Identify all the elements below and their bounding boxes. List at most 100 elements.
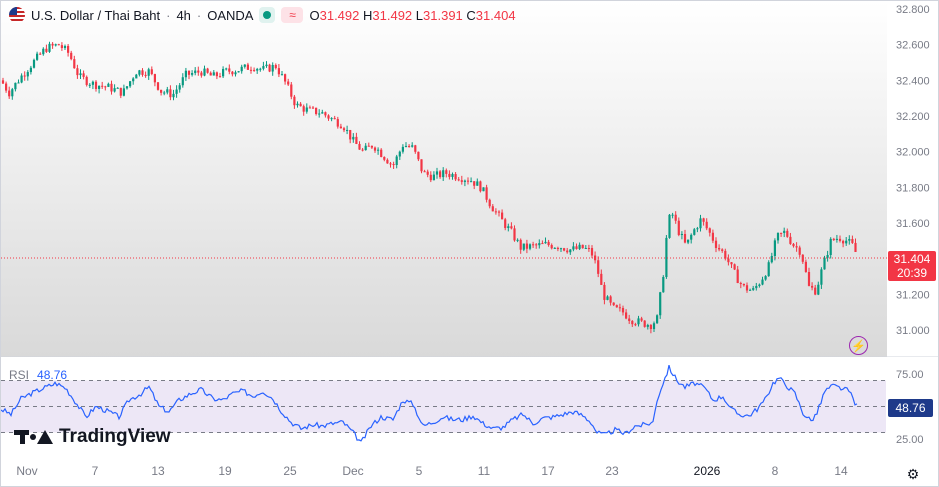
candle-body — [321, 112, 324, 114]
candle-body — [680, 233, 683, 235]
candle-body — [621, 307, 625, 313]
candle-body — [311, 107, 315, 109]
interval-label[interactable]: 4h — [176, 7, 191, 23]
candle-body — [60, 45, 63, 49]
candle-body — [222, 68, 225, 77]
rsi-chart[interactable]: 75.00 25.00 — [1, 359, 938, 459]
candle-body — [284, 74, 287, 82]
candle-body — [528, 244, 532, 249]
candle-body — [556, 247, 559, 249]
time-tick-label: 7 — [92, 464, 99, 478]
candle-body — [119, 87, 122, 96]
candle-body — [439, 171, 442, 178]
candle-body — [163, 92, 166, 94]
candle-body — [147, 69, 150, 76]
candle-body — [237, 71, 240, 73]
candle-body — [854, 242, 857, 252]
candle-body — [532, 244, 535, 246]
candle-body — [742, 283, 745, 286]
candle-body — [711, 232, 714, 241]
candle-body — [166, 89, 169, 93]
candle-body — [640, 318, 643, 321]
candle-body — [11, 89, 14, 97]
candle-body — [200, 72, 203, 76]
time-tick-label: 19 — [218, 464, 232, 478]
price-tick-label: 32.400 — [896, 75, 930, 87]
candle-body — [628, 318, 631, 321]
candle-body — [187, 70, 191, 75]
candle-body — [637, 318, 640, 325]
low-value: 31.391 — [423, 7, 463, 23]
bar-countdown: 20:39 — [896, 266, 928, 280]
candle-body — [315, 107, 318, 114]
candle-body — [755, 285, 758, 289]
candle-body — [823, 257, 826, 270]
candle-body — [302, 106, 305, 112]
candle-body — [274, 64, 277, 69]
candle-body — [693, 229, 696, 235]
candle-body — [256, 68, 259, 71]
rsi-tick-label: 25.00 — [896, 434, 924, 446]
candle-body — [386, 159, 389, 164]
candle-body — [687, 239, 690, 243]
last-price: 31.404 — [893, 252, 931, 266]
brand-name: TradingView — [59, 426, 171, 447]
candle-body — [144, 74, 147, 76]
lightning-icon[interactable]: ⚡ — [849, 336, 868, 355]
candle-body — [125, 86, 129, 89]
gear-icon[interactable]: ⚙ — [906, 466, 920, 482]
price-axis-background — [887, 1, 938, 357]
candle-body — [296, 103, 299, 106]
candle-body — [364, 145, 367, 151]
candle-body — [435, 171, 439, 175]
candle-body — [88, 84, 91, 86]
market-status-icon[interactable] — [259, 7, 276, 23]
candle-body — [153, 74, 156, 83]
candle-body — [355, 136, 358, 144]
close-label: C — [466, 7, 476, 23]
candle-body — [795, 246, 798, 248]
chart-legend: U.S. Dollar / Thai Baht · 4h · OANDA ≈ O… — [9, 7, 516, 23]
candle-body — [132, 78, 135, 82]
candle-body — [181, 77, 184, 86]
wave-icon[interactable]: ≈ — [281, 7, 304, 23]
candle-body — [76, 68, 79, 76]
candle-body — [584, 247, 587, 249]
candle-body — [408, 145, 411, 147]
price-tick-label: 32.800 — [896, 4, 930, 16]
candles — [1, 41, 857, 334]
candle-body — [26, 72, 29, 77]
candle-body — [525, 243, 528, 249]
price-chart[interactable]: 32.800 32.600 32.400 32.200 32.000 31.800 31.6… — [1, 1, 938, 357]
candle-body — [308, 107, 311, 109]
candle-body — [367, 145, 370, 147]
candle-body — [696, 228, 699, 230]
candle-body — [702, 218, 705, 222]
candle-body — [792, 243, 795, 247]
candle-body — [668, 214, 671, 238]
candle-body — [563, 248, 566, 251]
candle-body — [141, 70, 144, 75]
candle-body — [277, 68, 280, 75]
candle-body — [420, 159, 423, 172]
candle-body — [714, 240, 718, 248]
candle-body — [510, 226, 513, 229]
candle-body — [479, 181, 482, 192]
candle-body — [634, 324, 637, 326]
candle-body — [445, 170, 448, 174]
time-axis[interactable]: Nov 7 13 19 25 Dec 5 11 17 23 2026 8 14 — [1, 460, 938, 486]
candle-body — [690, 234, 693, 240]
rsi-label[interactable]: RSI — [9, 368, 30, 382]
candle-body — [209, 72, 212, 76]
open-value: 31.492 — [319, 7, 360, 23]
candle-body — [234, 72, 237, 75]
candle-body — [98, 85, 101, 89]
candle-body — [135, 74, 138, 79]
candle-body — [745, 285, 749, 291]
symbol-name[interactable]: U.S. Dollar / Thai Baht — [31, 7, 161, 23]
candle-body — [290, 84, 293, 97]
candle-body — [454, 174, 457, 180]
candle-body — [23, 75, 26, 77]
tradingview-logo[interactable]: TradingView — [14, 426, 171, 448]
us-thai-flag-icon — [9, 7, 25, 23]
